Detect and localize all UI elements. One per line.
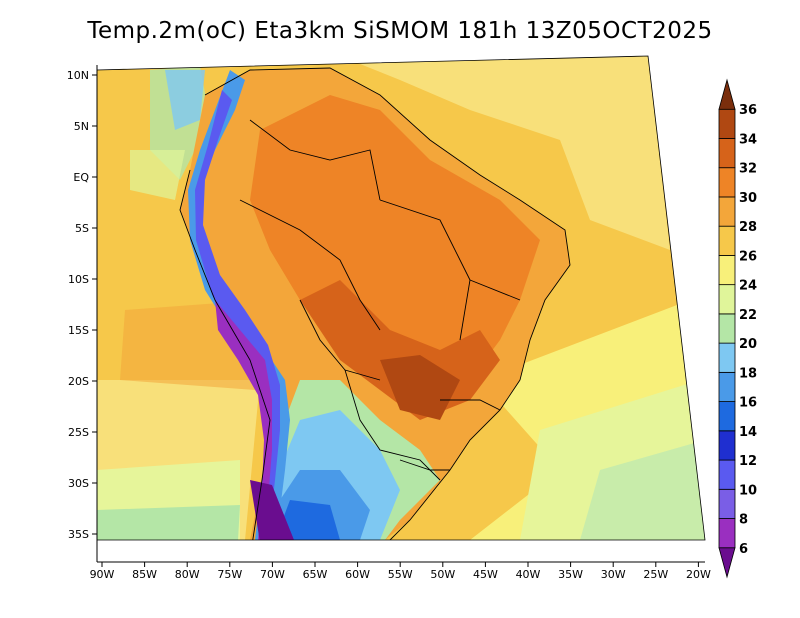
lon-tick-label: 50W bbox=[430, 568, 455, 581]
colorbar-label: 14 bbox=[739, 425, 757, 440]
lon-tick-label: 85W bbox=[132, 568, 157, 581]
lat-tick-label: 10S bbox=[68, 273, 89, 286]
map-title: Temp.2m(oC) Eta3km SiSMOM 181h 13Z05OCT2… bbox=[87, 18, 713, 44]
colorbar-segment bbox=[718, 401, 736, 432]
colorbar-label: 26 bbox=[739, 249, 757, 264]
colorbar-label: 18 bbox=[739, 366, 757, 381]
colorbar-segment bbox=[718, 167, 736, 198]
colorbar-segment bbox=[718, 459, 736, 490]
colorbar-segment bbox=[718, 225, 736, 256]
colorbar-segment bbox=[718, 430, 736, 461]
colorbar-label: 8 bbox=[739, 513, 748, 528]
lat-tick-label: EQ bbox=[73, 171, 89, 184]
colorbar-label: 6 bbox=[739, 542, 748, 557]
lon-tick-label: 55W bbox=[388, 568, 413, 581]
lon-tick-label: 70W bbox=[260, 568, 285, 581]
colorbar-segment bbox=[718, 138, 736, 169]
lat-tick-label: 20S bbox=[68, 375, 89, 388]
axes: 10N 5N EQ 5S 10S 15S 20S 25S 30S 35S 90W 85W 80W 75W… bbox=[67, 65, 711, 581]
colorbar-label: 36 bbox=[739, 103, 757, 118]
colorbar-segment bbox=[718, 196, 736, 227]
colorbar-label: 20 bbox=[739, 337, 757, 352]
lon-tick-label: 60W bbox=[345, 568, 370, 581]
colorbar-label: 10 bbox=[739, 483, 757, 498]
lat-tick-label: 5S bbox=[75, 222, 89, 235]
lat-tick-label: 10N bbox=[67, 69, 89, 82]
colorbar-segment bbox=[718, 313, 736, 344]
lon-tick-label: 35W bbox=[558, 568, 583, 581]
longitude-ticks: 90W 85W 80W 75W 70W 65W 60W 55W 50W 45W 40W 35W 30W 2… bbox=[90, 562, 711, 581]
colorbar-segment bbox=[718, 78, 736, 110]
lon-tick-label: 75W bbox=[217, 568, 242, 581]
colorbar-label: 12 bbox=[739, 454, 757, 469]
lon-tick-label: 30W bbox=[601, 568, 626, 581]
colorbar: 6 8 10 12 14 16 18 20 22 24 26 28 30 32 34 36 bbox=[718, 78, 757, 579]
lon-tick-label: 25W bbox=[643, 568, 668, 581]
colorbar-segment bbox=[718, 342, 736, 373]
colorbar-segment bbox=[718, 518, 736, 549]
lat-tick-label: 5N bbox=[74, 120, 89, 133]
colorbar-segment bbox=[718, 371, 736, 402]
lon-tick-label: 90W bbox=[90, 568, 115, 581]
colorbar-label: 16 bbox=[739, 396, 757, 411]
lat-tick-label: 25S bbox=[68, 426, 89, 439]
colorbar-segment bbox=[718, 547, 736, 579]
lat-tick-label: 15S bbox=[68, 324, 89, 337]
lon-tick-label: 45W bbox=[473, 568, 498, 581]
colorbar-label: 30 bbox=[739, 191, 757, 206]
colorbar-label: 28 bbox=[739, 220, 757, 235]
latitude-ticks: 10N 5N EQ 5S 10S 15S 20S 25S 30S 35S bbox=[67, 69, 97, 541]
colorbar-label: 32 bbox=[739, 162, 757, 177]
colorbar-label: 24 bbox=[739, 279, 757, 294]
colorbar-segment bbox=[718, 108, 736, 139]
colorbar-segment bbox=[718, 255, 736, 286]
lon-tick-label: 40W bbox=[516, 568, 541, 581]
colorbar-label: 34 bbox=[739, 132, 757, 147]
country-borders bbox=[179, 67, 571, 540]
lon-tick-label: 65W bbox=[303, 568, 328, 581]
colorbar-segment bbox=[718, 284, 736, 315]
south-america bbox=[180, 68, 570, 540]
lat-tick-label: 35S bbox=[68, 528, 89, 541]
lat-tick-label: 30S bbox=[68, 477, 89, 490]
colorbar-label: 22 bbox=[739, 308, 757, 323]
lon-tick-label: 80W bbox=[175, 568, 200, 581]
colorbar-segment bbox=[718, 488, 736, 519]
lon-tick-label: 20W bbox=[686, 568, 711, 581]
